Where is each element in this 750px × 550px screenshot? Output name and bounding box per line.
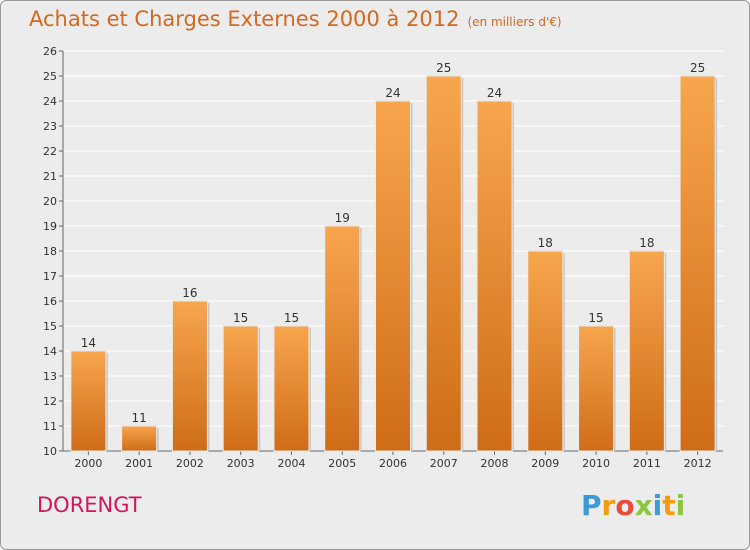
data-label: 14 bbox=[81, 336, 96, 350]
x-tick-label: 2011 bbox=[633, 457, 661, 470]
data-label: 19 bbox=[335, 211, 350, 225]
chart-unit: (en milliers d'€) bbox=[467, 15, 562, 29]
x-tick-label: 2004 bbox=[277, 457, 305, 470]
location-name: DORENGT bbox=[37, 493, 142, 517]
data-label: 24 bbox=[487, 86, 502, 100]
bar bbox=[628, 250, 665, 452]
y-tick-label: 20 bbox=[43, 195, 57, 208]
bar bbox=[679, 75, 716, 452]
data-label: 15 bbox=[233, 311, 248, 325]
x-tick-label: 2009 bbox=[531, 457, 559, 470]
brand-letter: t bbox=[662, 489, 676, 522]
data-label: 15 bbox=[284, 311, 299, 325]
x-tick-label: 2003 bbox=[227, 457, 255, 470]
data-label: 25 bbox=[690, 61, 705, 75]
bar bbox=[527, 250, 564, 452]
data-label: 15 bbox=[588, 311, 603, 325]
x-tick-label: 2012 bbox=[684, 457, 712, 470]
y-tick-label: 19 bbox=[43, 220, 57, 233]
bar bbox=[273, 325, 310, 452]
bar bbox=[70, 350, 107, 452]
y-tick-label: 21 bbox=[43, 170, 57, 183]
y-tick-label: 10 bbox=[43, 445, 57, 458]
y-tick-label: 14 bbox=[43, 345, 57, 358]
labels: 10 11 12 13 14 15 16 17 18 19 20 21 22 23 24 25 26 14 2000… bbox=[43, 45, 712, 470]
data-label: 18 bbox=[538, 236, 553, 250]
chart-title: Achats et Charges Externes 2000 à 2012 (e… bbox=[29, 7, 562, 31]
x-tick-label: 2005 bbox=[328, 457, 356, 470]
bar bbox=[476, 100, 513, 452]
y-tick-label: 15 bbox=[43, 320, 57, 333]
bar bbox=[578, 325, 615, 452]
bar bbox=[425, 75, 462, 452]
data-label: 11 bbox=[132, 411, 147, 425]
brand-letter: x bbox=[634, 489, 653, 522]
y-tick-label: 13 bbox=[43, 370, 57, 383]
x-tick-label: 2001 bbox=[125, 457, 153, 470]
brand-letter: i bbox=[675, 489, 686, 522]
data-label: 24 bbox=[385, 86, 400, 100]
bars bbox=[70, 75, 718, 452]
y-tick-label: 11 bbox=[43, 420, 57, 433]
x-tick-label: 2006 bbox=[379, 457, 407, 470]
brand-logo[interactable]: Proxiti bbox=[581, 489, 685, 522]
y-tick-label: 23 bbox=[43, 120, 57, 133]
brand-letter: r bbox=[601, 489, 616, 522]
data-label: 18 bbox=[639, 236, 654, 250]
data-label: 25 bbox=[436, 61, 451, 75]
x-tick-label: 2002 bbox=[176, 457, 204, 470]
chart-title-text: Achats et Charges Externes 2000 à 2012 bbox=[29, 7, 460, 31]
y-tick-label: 16 bbox=[43, 295, 57, 308]
x-tick-label: 2008 bbox=[481, 457, 509, 470]
bar bbox=[324, 225, 361, 452]
brand-letter: i bbox=[652, 489, 663, 522]
x-tick-label: 2007 bbox=[430, 457, 458, 470]
bar bbox=[171, 300, 208, 452]
y-tick-label: 17 bbox=[43, 270, 57, 283]
y-tick-label: 24 bbox=[43, 95, 57, 108]
bar bbox=[121, 425, 158, 452]
brand-letter: P bbox=[581, 489, 602, 522]
y-tick-label: 26 bbox=[43, 45, 57, 58]
x-tick-label: 2000 bbox=[74, 457, 102, 470]
data-label: 16 bbox=[182, 286, 197, 300]
y-tick-label: 18 bbox=[43, 245, 57, 258]
y-tick-label: 25 bbox=[43, 70, 57, 83]
y-tick-label: 22 bbox=[43, 145, 57, 158]
y-tick-label: 12 bbox=[43, 395, 57, 408]
brand-letter: o bbox=[615, 489, 635, 522]
x-tick-label: 2010 bbox=[582, 457, 610, 470]
bar bbox=[222, 325, 259, 452]
bar bbox=[375, 100, 411, 452]
